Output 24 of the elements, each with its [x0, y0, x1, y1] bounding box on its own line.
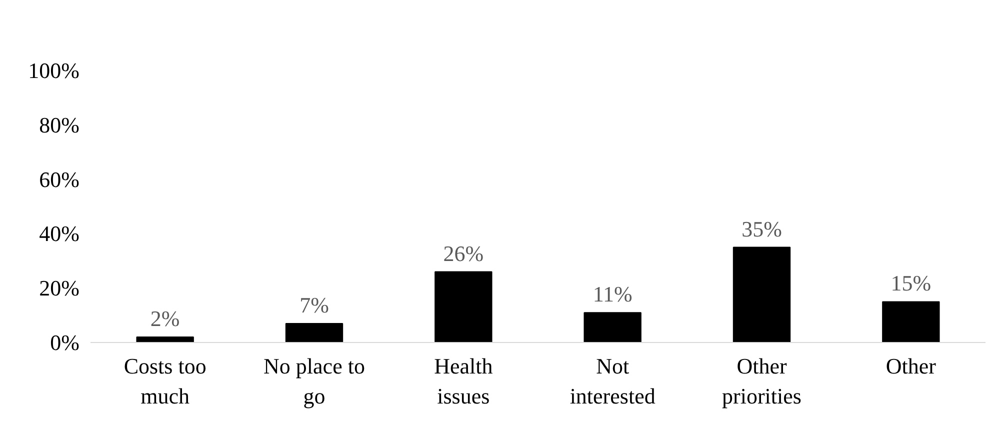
- bar: [732, 246, 791, 342]
- data-label: 2%: [150, 306, 180, 332]
- x-tick-label: Health issues: [434, 354, 493, 408]
- x-tick-label: Other priorities: [722, 354, 802, 408]
- y-tick-label: 80%: [39, 112, 80, 138]
- data-label: 7%: [300, 292, 329, 318]
- bar: [434, 271, 492, 342]
- y-tick-label: 0%: [50, 330, 80, 355]
- data-label: 26%: [443, 240, 484, 266]
- bar: [285, 322, 344, 342]
- data-label: 11%: [592, 282, 632, 307]
- x-tick-label: Costs too much: [124, 354, 206, 408]
- bar: [882, 301, 940, 342]
- x-tick-label: No place to go: [264, 354, 365, 408]
- y-tick-label: 60%: [39, 166, 80, 192]
- x-tick-label: Not interested: [570, 354, 656, 408]
- data-label: 15%: [890, 270, 932, 296]
- y-tick-label: 20%: [39, 276, 80, 301]
- bar: [584, 312, 642, 342]
- x-tick-label: Other: [886, 354, 937, 378]
- y-tick-label: 40%: [39, 221, 80, 246]
- y-tick-label: 100%: [28, 58, 80, 83]
- data-label: 35%: [742, 216, 782, 242]
- bar: [136, 336, 194, 342]
